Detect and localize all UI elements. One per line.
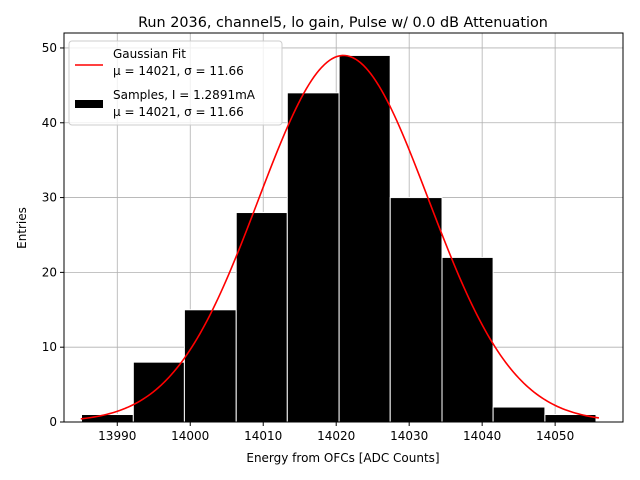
y-tick-label: 0 (49, 415, 57, 429)
x-axis-ticks: 13990 14000 14010 14020 14030 14040 14050 (98, 422, 574, 443)
x-tick-label: 14030 (390, 429, 428, 443)
plot-frame (63, 32, 624, 423)
legend-samples-label: Samples, I = 1.2891mA (113, 88, 256, 102)
legend-fit-label: Gaussian Fit (113, 47, 186, 61)
y-tick-label: 30 (42, 191, 57, 205)
gaussian-fit-line (80, 54, 600, 420)
x-tick-label: 14050 (536, 429, 574, 443)
y-tick-label: 50 (42, 41, 57, 55)
histogram-bar (286, 92, 340, 423)
histogram-bar (183, 309, 237, 423)
x-tick-label: 14020 (317, 429, 355, 443)
y-tick-label: 20 (42, 265, 57, 279)
histogram-bar (132, 361, 185, 423)
y-tick-label: 40 (42, 116, 57, 130)
histogram-bar (338, 54, 391, 423)
chart-title: Run 2036, channel5, lo gain, Pulse w/ 0.… (138, 15, 548, 31)
legend: Gaussian Fit μ = 14021, σ = 11.66 Sample… (68, 40, 283, 126)
histogram-bar (389, 197, 443, 423)
legend-samples-stats: μ = 14021, σ = 11.66 (113, 105, 244, 119)
y-axis-label: Entries (15, 207, 29, 249)
x-axis-label: Energy from OFCs [ADC Counts] (246, 451, 439, 465)
legend-fit-stats: μ = 14021, σ = 11.66 (113, 64, 244, 78)
histogram-bar (235, 212, 288, 423)
legend-samples-swatch (75, 100, 103, 108)
y-tick-label: 10 (42, 340, 57, 354)
y-axis-ticks: 0 10 20 30 40 50 (42, 41, 64, 429)
x-tick-label: 14000 (171, 429, 209, 443)
histogram-bar (441, 256, 494, 423)
histogram-bar (492, 406, 546, 423)
legend-box (68, 40, 283, 126)
x-tick-label: 14040 (463, 429, 501, 443)
x-tick-label: 13990 (98, 429, 136, 443)
histogram-bars (81, 54, 597, 423)
x-tick-label: 14010 (244, 429, 282, 443)
